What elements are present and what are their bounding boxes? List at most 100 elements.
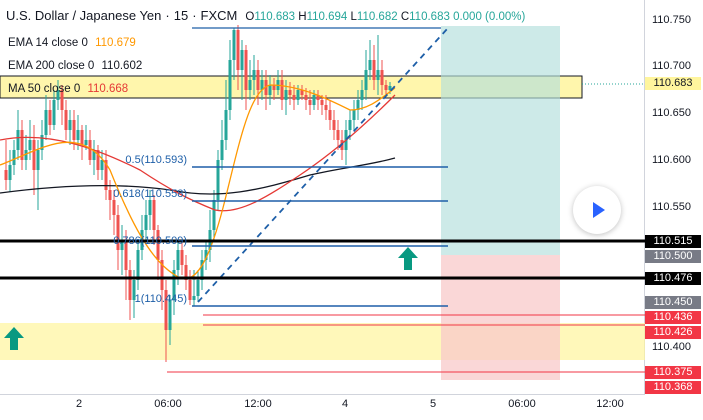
price-tick: 110.400	[652, 341, 691, 353]
ema-14-line	[0, 84, 396, 280]
fib-label-0-618: 0.618(110.558)	[113, 188, 187, 200]
candle-body	[184, 265, 188, 280]
candle-body	[56, 90, 60, 100]
indicator-label: MA 50 close 0	[8, 83, 81, 95]
candle-body	[28, 140, 32, 150]
candle-body	[220, 140, 224, 160]
low-label: L	[350, 11, 357, 23]
candle-body	[84, 140, 88, 145]
candle-body	[44, 110, 48, 135]
position-profit-zone	[441, 26, 560, 255]
candle-body	[372, 60, 376, 80]
ohlc-readout: O110.683 H110.694 L110.682 C110.683 0.00…	[245, 11, 525, 23]
indicator-ma50[interactable]: MA 50 close 0 110.668	[4, 81, 132, 97]
candle-body	[32, 140, 36, 170]
candle-body	[376, 70, 380, 80]
candle-body	[180, 250, 184, 265]
candle-body	[384, 85, 388, 90]
candle-body	[40, 135, 44, 150]
price-tag: 110.375	[645, 366, 701, 379]
up-arrow-icon	[398, 247, 418, 270]
price-tick: 110.600	[652, 154, 691, 166]
candle-body	[4, 170, 8, 180]
candle-body	[352, 110, 356, 120]
price-tag-current: 110.683	[645, 77, 701, 90]
price-tag: 110.476	[645, 272, 701, 285]
candle-body	[68, 120, 72, 130]
candle-body	[192, 296, 196, 300]
candle-body	[52, 100, 56, 125]
candle-body	[288, 90, 292, 95]
price-tag: 110.436	[645, 311, 701, 324]
candle-body	[136, 250, 140, 280]
candle-body	[64, 110, 68, 130]
candle-body	[248, 80, 252, 90]
indicator-value: 110.679	[95, 37, 136, 49]
close-value: 110.683	[409, 11, 450, 23]
candle-body	[232, 30, 236, 60]
candle-body	[312, 95, 316, 105]
candle-body	[204, 250, 208, 260]
source-label: FXCM	[200, 8, 238, 23]
fib-label-0-786: 0.786(110.509)	[113, 235, 187, 247]
price-tag: 110.515	[645, 235, 701, 248]
candle-body	[80, 130, 84, 145]
candle-body	[356, 100, 360, 110]
indicator-label: EMA 200 close 0	[8, 60, 95, 72]
candle-body	[268, 85, 272, 95]
indicator-ema14[interactable]: EMA 14 close 0 110.679	[4, 35, 140, 51]
indicator-ema200[interactable]: EMA 200 close 0 110.602	[4, 58, 146, 74]
candle-body	[316, 95, 320, 100]
candle-body	[284, 90, 288, 100]
candle-body	[264, 80, 268, 95]
candle-body	[148, 200, 152, 215]
time-tick: 12:00	[244, 398, 272, 410]
header-separator: ·	[192, 8, 197, 23]
symbol-name[interactable]: U.S. Dollar / Japanese Yen	[6, 8, 162, 23]
candle-body	[16, 130, 20, 150]
candle-body	[308, 100, 312, 105]
candles-group	[4, 25, 392, 362]
candle-body	[380, 70, 384, 85]
indicator-label: EMA 14 close 0	[8, 37, 88, 49]
candle-body	[272, 85, 276, 90]
price-tag: 110.368	[645, 381, 701, 394]
candle-body	[172, 270, 176, 300]
candle-body	[280, 80, 284, 100]
candle-body	[320, 100, 324, 105]
time-tick: 2	[75, 398, 83, 410]
ema-200-line	[0, 157, 396, 195]
time-tick: 5	[429, 398, 437, 410]
candle-body	[304, 95, 308, 100]
candle-body	[196, 280, 200, 296]
candle-body	[8, 165, 12, 180]
interval-label[interactable]: 15	[173, 8, 189, 23]
candle-body	[236, 30, 240, 70]
candle-body	[240, 50, 244, 70]
time-tick: 4	[341, 398, 349, 410]
play-button[interactable]	[573, 186, 621, 234]
candle-body	[336, 130, 340, 140]
candle-body	[168, 300, 172, 330]
candle-body	[348, 120, 352, 130]
open-label: O	[245, 11, 255, 23]
candle-body	[12, 150, 16, 165]
candle-body	[116, 215, 120, 250]
indicator-value: 110.668	[87, 83, 129, 95]
price-tag: 110.500	[645, 250, 701, 263]
price-tag: 110.426	[645, 326, 701, 339]
symbol-header: U.S. Dollar / Japanese Yen · 15 · FXCM O…	[6, 8, 525, 23]
candle-body	[160, 260, 164, 290]
position-loss-zone	[441, 255, 560, 380]
fib-label-1: 1(110.445)	[134, 293, 187, 305]
indicator-value: 110.602	[101, 60, 143, 72]
candle-body	[252, 70, 256, 80]
candle-body	[228, 60, 232, 110]
candle-body	[112, 200, 116, 215]
candle-body	[188, 280, 192, 300]
candle-body	[144, 215, 148, 230]
time-tick: 06:00	[154, 398, 182, 410]
up-arrow-icon	[4, 327, 24, 350]
